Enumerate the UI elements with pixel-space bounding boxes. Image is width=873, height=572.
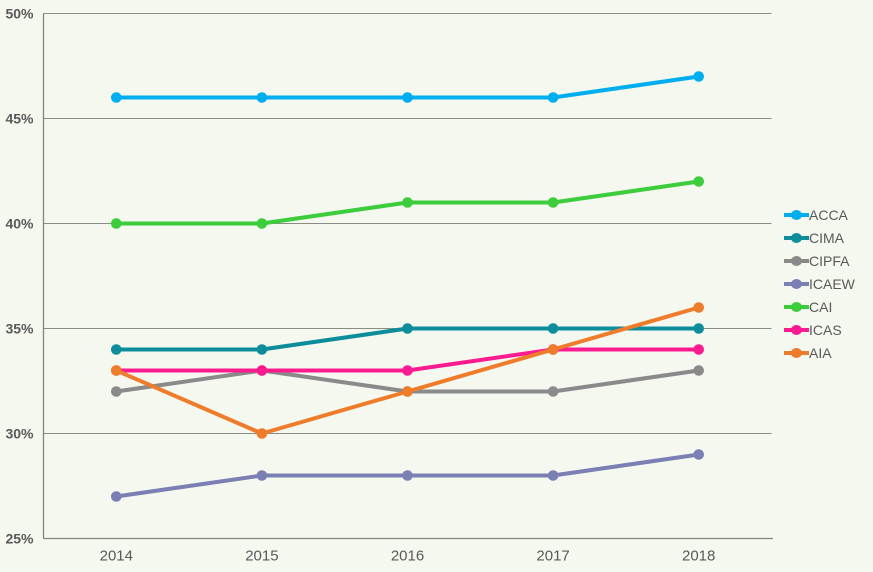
data-point-aia bbox=[111, 365, 122, 376]
legend-item-cipfa: CIPFA bbox=[784, 251, 855, 271]
data-point-cai bbox=[547, 197, 559, 208]
data-point-aia bbox=[693, 302, 704, 313]
legend-line-dot-icon bbox=[784, 347, 809, 359]
data-point-icaew bbox=[402, 470, 413, 481]
data-point-icas bbox=[693, 344, 704, 355]
data-point-icaew bbox=[547, 470, 559, 481]
x-tick-label: 2017 bbox=[536, 548, 569, 565]
data-point-icaew bbox=[111, 491, 122, 502]
data-point-cipfa bbox=[111, 386, 122, 397]
x-tick-label: 2014 bbox=[100, 548, 133, 565]
data-point-cipfa bbox=[547, 386, 559, 397]
data-point-cima bbox=[547, 323, 559, 334]
data-point-icaew bbox=[693, 449, 704, 460]
y-tick-label: 40% bbox=[5, 216, 34, 232]
data-point-cima bbox=[256, 344, 268, 355]
legend-line-dot-icon bbox=[784, 278, 809, 290]
legend-line-dot-icon bbox=[784, 255, 809, 267]
data-point-icas bbox=[256, 365, 268, 376]
y-tick-label: 45% bbox=[5, 111, 34, 127]
data-point-cima bbox=[111, 344, 122, 355]
legend-line-dot-icon bbox=[784, 232, 809, 244]
legend-line-dot-icon bbox=[784, 324, 809, 336]
legend-label: ACCA bbox=[809, 207, 848, 223]
x-tick-label: 2016 bbox=[391, 548, 424, 565]
legend-item-icaew: ICAEW bbox=[784, 274, 855, 294]
data-point-aia bbox=[402, 386, 413, 397]
data-point-acca bbox=[256, 92, 268, 103]
y-tick-label: 30% bbox=[5, 426, 34, 442]
y-tick-label: 50% bbox=[5, 6, 34, 22]
legend-item-cima: CIMA bbox=[784, 228, 855, 248]
legend-item-aia: AIA bbox=[784, 343, 855, 363]
data-point-cai bbox=[256, 218, 268, 229]
data-point-acca bbox=[402, 92, 413, 103]
legend-line-dot-icon bbox=[784, 209, 809, 221]
legend-label: CIPFA bbox=[809, 253, 850, 269]
legend-label: AIA bbox=[809, 345, 832, 361]
legend-line-dot-icon bbox=[784, 301, 809, 313]
data-point-acca bbox=[111, 92, 122, 103]
data-point-cipfa bbox=[693, 365, 704, 376]
legend-label: CAI bbox=[809, 299, 833, 315]
data-point-cai bbox=[111, 218, 122, 229]
data-point-acca bbox=[547, 92, 559, 103]
data-point-cima bbox=[693, 323, 704, 334]
legend: ACCA CIMA CIPFA ICAEW CAI ICAS AIA bbox=[784, 205, 855, 366]
data-point-cai bbox=[693, 176, 704, 187]
data-point-cima bbox=[402, 323, 413, 334]
legend-label: CIMA bbox=[809, 230, 844, 246]
data-point-cai bbox=[402, 197, 413, 208]
legend-item-icas: ICAS bbox=[784, 320, 855, 340]
data-point-aia bbox=[256, 428, 268, 439]
data-point-icas bbox=[402, 365, 413, 376]
y-tick-label: 35% bbox=[5, 321, 34, 337]
legend-item-cai: CAI bbox=[784, 297, 855, 317]
x-tick-label: 2015 bbox=[245, 548, 278, 565]
y-tick-label: 25% bbox=[5, 531, 34, 547]
legend-label: ICAEW bbox=[809, 276, 855, 292]
x-tick-label: 2018 bbox=[682, 548, 715, 565]
data-point-acca bbox=[693, 71, 704, 82]
data-point-aia bbox=[547, 344, 559, 355]
legend-item-acca: ACCA bbox=[784, 205, 855, 225]
legend-label: ICAS bbox=[809, 322, 842, 338]
data-point-icaew bbox=[256, 470, 268, 481]
